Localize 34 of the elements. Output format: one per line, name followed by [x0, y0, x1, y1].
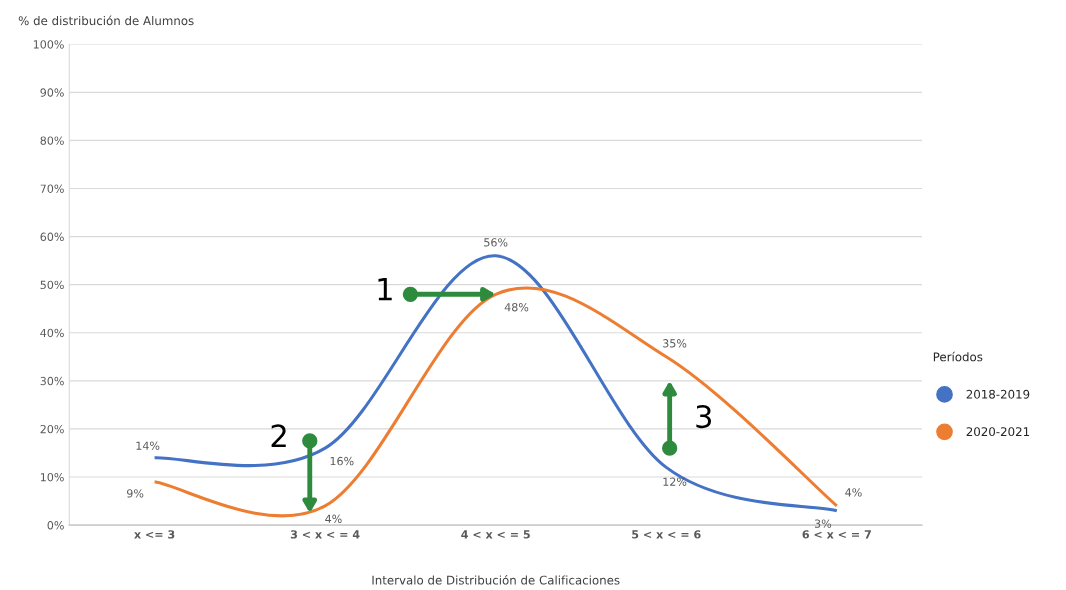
- legend-title: Períodos: [933, 351, 983, 362]
- annotation: 2: [271, 424, 286, 447]
- data-label: 4%: [325, 514, 342, 523]
- data-label: 35%: [663, 339, 687, 348]
- y-tick-label: 10%: [40, 472, 64, 482]
- data-label: 3%: [814, 519, 832, 528]
- y-tick-label: 0%: [47, 521, 64, 530]
- data-label: 56%: [484, 238, 508, 247]
- data-label: 48%: [504, 303, 529, 312]
- data-label: 4%: [845, 488, 862, 497]
- data-label: 9%: [127, 489, 144, 498]
- annotation: 1: [378, 278, 392, 301]
- legend-label: 2020-2021: [966, 427, 1030, 437]
- y-tick-label: 20%: [40, 424, 64, 434]
- y-tick-label: 30%: [40, 376, 64, 386]
- y-axis-title: % de distribución de Alumnos: [18, 15, 194, 26]
- x-axis-title: Intervalo de Distribución de Calificaciones: [372, 574, 620, 585]
- x-tick-label: 3 < x < = 4: [290, 530, 360, 539]
- y-tick-label: 80%: [40, 136, 64, 145]
- legend-label: 2018-2019: [966, 389, 1030, 399]
- x-tick-label: 4 < x < = 5: [461, 530, 530, 539]
- y-tick-label: 100%: [33, 40, 64, 49]
- data-label: 12%: [663, 477, 687, 486]
- y-tick-label: 90%: [40, 88, 64, 97]
- y-tick-label: 40%: [40, 328, 64, 338]
- x-tick-label: x <= 3: [134, 530, 175, 539]
- y-tick-label: 50%: [40, 280, 64, 290]
- data-label: 16%: [330, 456, 354, 466]
- x-tick-label: 5 < x < = 6: [632, 530, 701, 539]
- y-tick-label: 70%: [40, 184, 64, 193]
- x-tick-label: 6 < x < = 7: [802, 530, 871, 539]
- annotation: 3: [696, 405, 712, 429]
- data-label: 14%: [136, 441, 160, 450]
- y-tick-label: 60%: [40, 232, 64, 241]
